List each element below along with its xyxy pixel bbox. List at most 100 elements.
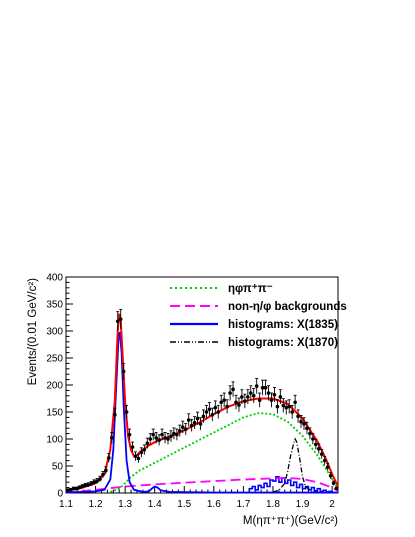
data-point	[257, 392, 262, 408]
eta-phi-curve	[109, 412, 339, 493]
data-point	[186, 413, 191, 427]
data-point	[319, 449, 324, 459]
data-point	[98, 475, 102, 482]
data-point	[83, 482, 88, 488]
legend-label-eta-phi: ηφπ⁺π⁻	[228, 283, 273, 295]
data-point	[189, 419, 194, 432]
y-tick-label: 350	[46, 300, 63, 311]
data-point	[160, 428, 164, 441]
data-point	[89, 481, 93, 487]
background-curve	[65, 476, 339, 494]
data-point	[136, 453, 141, 463]
data-point	[311, 433, 315, 445]
data-point	[275, 399, 280, 414]
data-point	[308, 427, 312, 440]
data-point	[240, 389, 244, 405]
data-point	[115, 311, 120, 331]
data-point	[316, 443, 321, 454]
data-point	[228, 385, 232, 401]
data-point	[130, 441, 135, 453]
data-point	[127, 428, 132, 441]
data-point	[80, 484, 85, 489]
y-tick-label: 250	[46, 354, 63, 365]
y-tick-label: 50	[52, 462, 64, 473]
data-point	[278, 389, 283, 405]
x-tick-label: 1.1	[59, 499, 73, 510]
data-point	[237, 397, 241, 412]
data-point	[121, 362, 126, 380]
x1870-histogram-curve	[272, 437, 321, 494]
data-point	[195, 411, 200, 425]
data-point	[198, 417, 203, 430]
data-point	[104, 466, 108, 474]
x-tick-label: 1.6	[207, 499, 221, 510]
data-point	[77, 485, 82, 490]
x-tick-label: 1.2	[89, 499, 103, 510]
data-point	[231, 381, 235, 397]
data-point	[110, 432, 114, 444]
y-tick-label: 400	[46, 273, 63, 284]
data-point	[296, 409, 300, 423]
data-point	[101, 471, 105, 478]
y-axis: 0 50 100 150 200 250 300 350 400	[46, 273, 73, 500]
data-point	[314, 438, 318, 450]
data-point	[142, 444, 147, 455]
data-point	[154, 432, 158, 444]
data-point	[86, 482, 90, 487]
data-point	[74, 486, 79, 491]
data-point	[243, 393, 247, 409]
data-point	[234, 394, 238, 410]
data-point	[151, 428, 156, 441]
data-point	[293, 394, 297, 410]
legend: ηφπ⁺π⁻ non-η/φ backgrounds histograms: X…	[170, 283, 347, 349]
data-point	[172, 427, 176, 440]
data-point	[133, 451, 138, 461]
data-point	[219, 394, 224, 410]
data-point	[112, 407, 117, 422]
data-point	[254, 378, 259, 394]
data-point	[263, 379, 268, 396]
x-tick-label: 1.7	[236, 499, 250, 510]
y-tick-label: 150	[46, 408, 63, 419]
data-point	[251, 388, 256, 404]
data-point	[65, 488, 70, 493]
x1835-peak-curve	[65, 331, 338, 494]
data-point	[192, 416, 197, 429]
y-tick-label: 300	[46, 327, 63, 338]
data-point	[269, 392, 274, 408]
data-point	[248, 385, 253, 401]
data-point	[95, 478, 99, 484]
data-point	[107, 453, 111, 463]
y-tick-label: 0	[57, 489, 63, 500]
data-point	[71, 486, 76, 491]
data-point	[328, 472, 333, 479]
data-point	[118, 308, 123, 329]
x1835-histogram	[248, 476, 333, 493]
data-point	[210, 407, 215, 422]
data-point	[145, 437, 150, 449]
data-point	[266, 385, 271, 401]
data-point	[305, 421, 309, 435]
data-point	[213, 400, 218, 415]
legend-label-x1870: histograms: X(1870)	[228, 337, 338, 349]
data-point	[302, 417, 306, 430]
data-point	[322, 455, 327, 465]
data-point	[216, 404, 221, 419]
data-point	[334, 486, 339, 491]
data-point	[183, 422, 188, 436]
data-point	[178, 424, 182, 437]
data-point	[180, 420, 185, 434]
x-tick-label: 1.5	[177, 499, 191, 510]
x-tick-label: 1.3	[118, 499, 132, 510]
data-point	[169, 430, 173, 442]
x-axis-title: M(ηπ⁺π⁺)(GeV/c²)	[243, 515, 338, 527]
y-tick-label: 100	[46, 435, 63, 446]
x-tick-label: 2	[329, 499, 335, 510]
data-points	[65, 308, 339, 493]
x-tick-label: 1.9	[296, 499, 310, 510]
data-point	[139, 447, 144, 458]
data-point	[148, 433, 153, 445]
data-point	[272, 386, 277, 403]
data-point	[281, 398, 286, 413]
